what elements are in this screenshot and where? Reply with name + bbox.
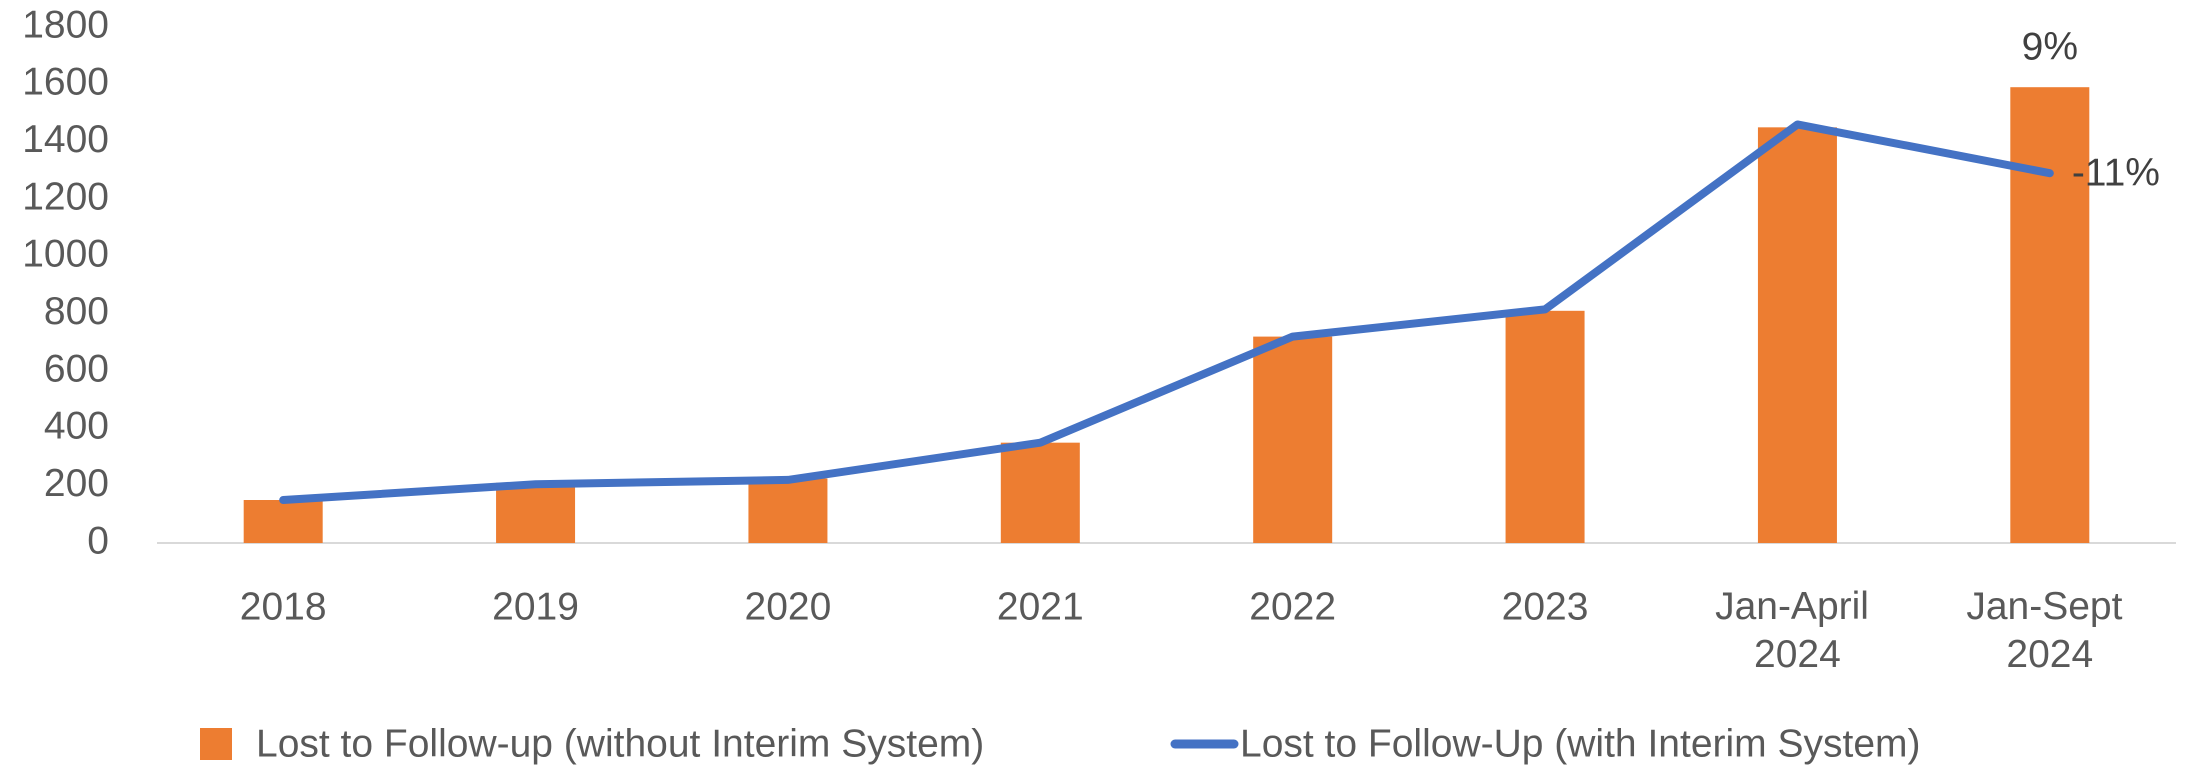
y-tick-label: 200 bbox=[44, 462, 109, 505]
legend-swatch bbox=[200, 728, 232, 760]
y-tick-label: 1200 bbox=[22, 175, 109, 218]
bar bbox=[1757, 127, 1837, 543]
bar bbox=[1253, 336, 1333, 543]
bar bbox=[2010, 87, 2090, 543]
bar bbox=[243, 500, 323, 543]
y-tick-label: 1600 bbox=[22, 61, 109, 104]
y-tick-label: 600 bbox=[44, 347, 109, 390]
x-tick-label: 2022 bbox=[1249, 585, 1336, 628]
y-tick-label: 1000 bbox=[22, 233, 109, 276]
x-tick-label: Jan-Sept 2024 bbox=[1966, 585, 2133, 676]
x-tick-label: 2020 bbox=[745, 585, 832, 628]
x-tick-label: 2021 bbox=[997, 585, 1084, 628]
line bbox=[279, 120, 2054, 504]
bar bbox=[1505, 310, 1585, 543]
y-tick-label: 800 bbox=[44, 290, 109, 333]
x-tick-label: Jan-April 2024 bbox=[1715, 585, 1880, 676]
legend-label: Lost to Follow-Up (with Interim System) bbox=[1240, 722, 1921, 765]
y-tick-label: 0 bbox=[87, 519, 109, 562]
x-tick-label: 2019 bbox=[492, 585, 579, 628]
bar bbox=[1000, 442, 1080, 543]
y-tick-label: 1800 bbox=[22, 3, 109, 46]
annotation: 9% bbox=[2022, 25, 2078, 68]
bar bbox=[496, 482, 576, 543]
bar bbox=[748, 478, 828, 543]
legend-label: Lost to Follow-up (without Interim Syste… bbox=[256, 722, 984, 765]
y-tick-label: 400 bbox=[44, 405, 109, 448]
annotation: -11% bbox=[2072, 151, 2160, 194]
x-tick-label: 2023 bbox=[1502, 585, 1589, 628]
y-tick-label: 1400 bbox=[22, 118, 109, 161]
x-tick-label: 2018 bbox=[240, 585, 327, 628]
